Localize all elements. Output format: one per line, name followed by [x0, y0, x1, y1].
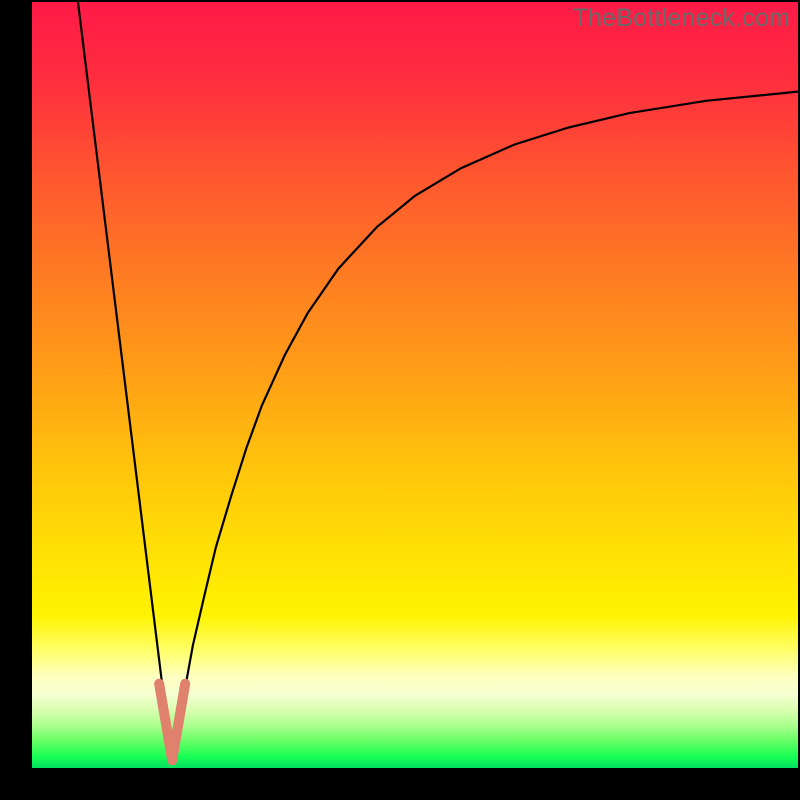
plot-area — [32, 2, 798, 768]
plot-svg — [32, 2, 798, 768]
gradient-background — [32, 2, 798, 768]
watermark-text: TheBottleneck.com — [573, 4, 790, 33]
